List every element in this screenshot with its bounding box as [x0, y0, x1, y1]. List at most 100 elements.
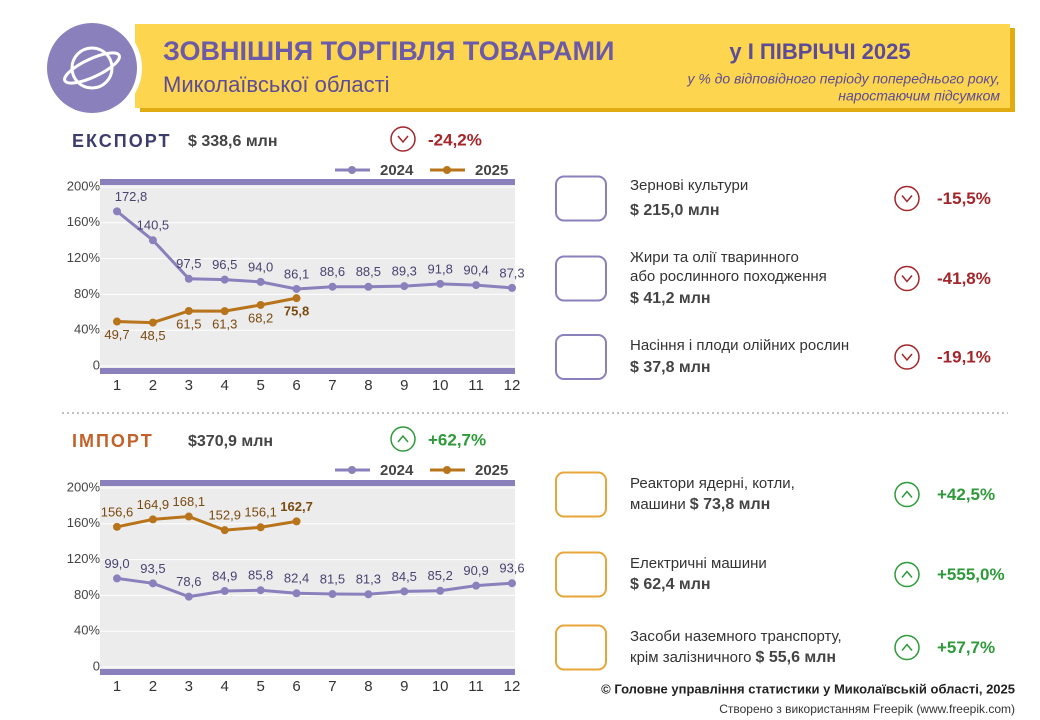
point	[148, 236, 157, 245]
change-icon	[894, 634, 920, 661]
y-tick-label: 80%	[74, 587, 100, 602]
y-tick-label: 0	[93, 357, 100, 372]
point	[220, 587, 229, 596]
section-title: ІМПОРТ	[72, 431, 154, 451]
data-label: 89,3	[392, 264, 417, 279]
point	[256, 277, 265, 286]
point	[220, 307, 229, 316]
item-icon	[555, 334, 607, 380]
item-name: крім залізничного	[630, 649, 752, 666]
data-label: 164,9	[137, 497, 170, 512]
point	[184, 512, 193, 521]
section-change: +62,7%	[428, 430, 486, 449]
item-icon	[555, 255, 607, 302]
change-icon	[894, 481, 920, 508]
data-label: 156,6	[101, 504, 134, 519]
item-change: -15,5%	[937, 189, 991, 208]
item-amount: $ 215,0 млн	[630, 202, 720, 219]
data-label: 49,7	[104, 327, 129, 342]
x-tick-label: 1	[113, 678, 121, 695]
point	[184, 592, 193, 601]
footer: © Головне управління статистики у Микола…	[601, 681, 1015, 696]
point	[436, 586, 445, 595]
x-tick-label: 7	[328, 678, 336, 695]
note: у % до відповідного періоду попереднього…	[686, 71, 1000, 87]
point	[148, 318, 157, 327]
x-tick-label: 6	[292, 377, 300, 394]
point	[292, 294, 301, 303]
item-icon	[555, 624, 607, 671]
plot-bg	[100, 484, 515, 671]
series-line	[116, 515, 297, 532]
data-label: 88,6	[320, 264, 345, 279]
data-label: 85,2	[428, 568, 453, 583]
plot-band	[100, 669, 515, 675]
data-label: 61,5	[176, 316, 201, 331]
change-arrow	[397, 434, 409, 443]
point	[184, 274, 193, 283]
item-amount: $ 62,4 млн	[630, 576, 711, 593]
y-tick-label: 200%	[67, 178, 101, 193]
series-line	[116, 210, 513, 291]
data-label: 75,8	[284, 304, 309, 319]
data-label: 81,5	[320, 571, 345, 586]
header-band	[135, 24, 1010, 108]
logo	[47, 23, 137, 113]
data-label: 85,8	[248, 568, 273, 583]
y-tick-label: 0	[93, 658, 100, 673]
legend-label: 2025	[475, 462, 508, 479]
data-label: 168,1	[173, 494, 206, 509]
item-name: Реактори ядерні, котли,	[630, 475, 795, 492]
y-tick-label: 120%	[67, 551, 101, 566]
data-label: 68,2	[248, 310, 273, 325]
point	[328, 282, 337, 291]
point	[508, 579, 516, 588]
footer: Створено з використанням Freepik (www.fr…	[719, 702, 1015, 716]
data-label: 90,9	[463, 563, 488, 578]
point	[292, 589, 301, 598]
data-label: 84,5	[392, 569, 417, 584]
change-arrow	[901, 353, 913, 362]
point	[364, 282, 373, 291]
x-tick-label: 6	[292, 678, 300, 695]
change-arrow	[901, 570, 913, 578]
data-label: 93,5	[140, 561, 165, 576]
y-tick-label: 160%	[67, 214, 101, 229]
point	[256, 586, 265, 595]
point	[220, 526, 229, 535]
section-change: -24,2%	[428, 130, 482, 149]
data-label: 61,3	[212, 317, 237, 332]
section-total: $ 338,6 млн	[188, 133, 278, 150]
data-label: 91,8	[428, 261, 453, 276]
legend-label: 2024	[380, 462, 414, 479]
data-label: 87,3	[499, 265, 524, 280]
y-tick-label: 40%	[74, 322, 100, 337]
series-line	[116, 296, 297, 325]
item-name: Засоби наземного транспорту,	[630, 628, 842, 645]
item-change: +42,5%	[937, 485, 995, 504]
item-amount: $ 41,2 млн	[630, 290, 711, 307]
x-tick-label: 11	[468, 678, 484, 695]
x-tick-label: 5	[256, 678, 264, 695]
point	[472, 581, 481, 590]
point	[472, 281, 481, 290]
point	[436, 279, 445, 288]
legend-dot	[443, 466, 451, 474]
point	[508, 283, 516, 292]
plot-band	[100, 368, 515, 374]
x-tick-label: 7	[328, 377, 336, 394]
item-change: +555,0%	[937, 565, 1005, 584]
data-label: 94,0	[248, 259, 273, 274]
change-arrow	[901, 275, 913, 283]
point	[113, 574, 121, 583]
x-tick-label: 8	[364, 678, 372, 695]
point	[400, 587, 409, 596]
item-change: +57,7%	[937, 638, 995, 657]
series-line	[116, 576, 513, 599]
point	[148, 515, 157, 524]
x-tick-label: 2	[149, 678, 157, 695]
period: у І ПІВРІЧЧІ 2025	[729, 39, 910, 64]
item-change: -41,8%	[937, 269, 991, 288]
legend-dot	[348, 166, 356, 174]
item-name: Електричні машини	[630, 555, 767, 572]
